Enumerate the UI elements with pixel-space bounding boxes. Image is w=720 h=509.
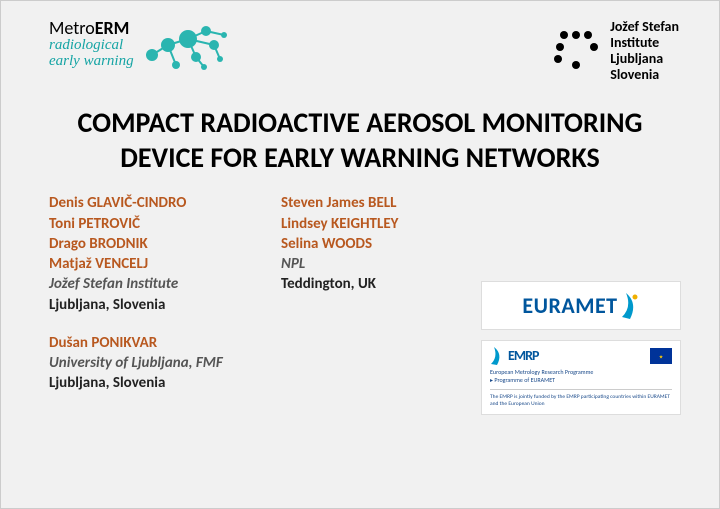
slide-title: COMPACT RADIOACTIVE AEROSOL MONITORING D… xyxy=(1,83,719,193)
metroerm-logo: MetroERM radiological early warning xyxy=(49,19,230,77)
eu-flag-icon: ⋆ xyxy=(650,348,672,364)
city: Teddington, UK xyxy=(281,274,451,294)
author: Selina WOODS xyxy=(281,234,451,254)
emrp-swoosh-icon xyxy=(490,347,504,365)
city: Ljubljana, Slovenia xyxy=(49,295,249,315)
jsi-l1: Jožef Stefan xyxy=(610,19,679,35)
jsi-text: Jožef Stefan Institute Ljubljana Sloveni… xyxy=(610,19,679,83)
emrp-head: EMRP ⋆ xyxy=(490,347,672,365)
author: Lindsey KEIGHTLEY xyxy=(281,214,451,234)
molecule-icon xyxy=(140,15,230,77)
author: Denis GLAVIČ-CINDRO xyxy=(49,193,249,213)
city: Ljubljana, Slovenia xyxy=(49,373,249,393)
metroerm-line2: radiological xyxy=(49,38,134,54)
jsi-l3: Ljubljana xyxy=(610,51,679,67)
author: Toni PETROVIČ xyxy=(49,214,249,234)
emrp-text: EMRP xyxy=(508,347,538,365)
metroerm-text: MetroERM radiological early warning xyxy=(49,19,134,69)
metroerm-line1: MetroERM xyxy=(49,19,134,38)
author: Dušan PONIKVAR xyxy=(49,333,249,353)
euramet-logo: EURAMET xyxy=(481,281,681,330)
author: Steven James BELL xyxy=(281,193,451,213)
header: MetroERM radiological early warning xyxy=(1,1,719,83)
jsi-l2: Institute xyxy=(610,35,679,51)
divider xyxy=(490,389,672,390)
euramet-text: EURAMET xyxy=(522,292,617,319)
erm-part: ERM xyxy=(95,17,130,39)
author: Matjaž VENCELJ xyxy=(49,254,249,274)
institute: University of Ljubljana, FMF xyxy=(49,353,249,373)
jsi-l4: Slovenia xyxy=(610,67,679,83)
emrp-sub2: ▸ Programme of EURAMET xyxy=(490,377,672,385)
institute: NPL xyxy=(281,254,451,274)
metro-part: Metro xyxy=(49,17,95,39)
emrp-foot: The EMRP is jointly funded by the EMRP p… xyxy=(490,394,672,408)
slide: MetroERM radiological early warning xyxy=(0,0,720,509)
column-1: Denis GLAVIČ-CINDRO Toni PETROVIČ Drago … xyxy=(49,193,249,393)
institute: Jožef Stefan Institute xyxy=(49,274,249,294)
author: Drago BRODNIK xyxy=(49,234,249,254)
right-logos: EURAMET EMRP ⋆ European Metrology Resear… xyxy=(481,281,681,415)
metroerm-line3: early warning xyxy=(49,54,134,70)
column-1-block2: Dušan PONIKVAR University of Ljubljana, … xyxy=(49,333,249,394)
column-2: Steven James BELL Lindsey KEIGHTLEY Seli… xyxy=(281,193,451,393)
emrp-logo-inner: EMRP xyxy=(490,347,538,365)
euramet-swoosh-icon xyxy=(620,293,640,319)
jsi-logo: Jožef Stefan Institute Ljubljana Sloveni… xyxy=(554,19,679,83)
emrp-logo: EMRP ⋆ European Metrology Research Progr… xyxy=(481,340,681,415)
jsi-dots-icon xyxy=(554,27,602,75)
